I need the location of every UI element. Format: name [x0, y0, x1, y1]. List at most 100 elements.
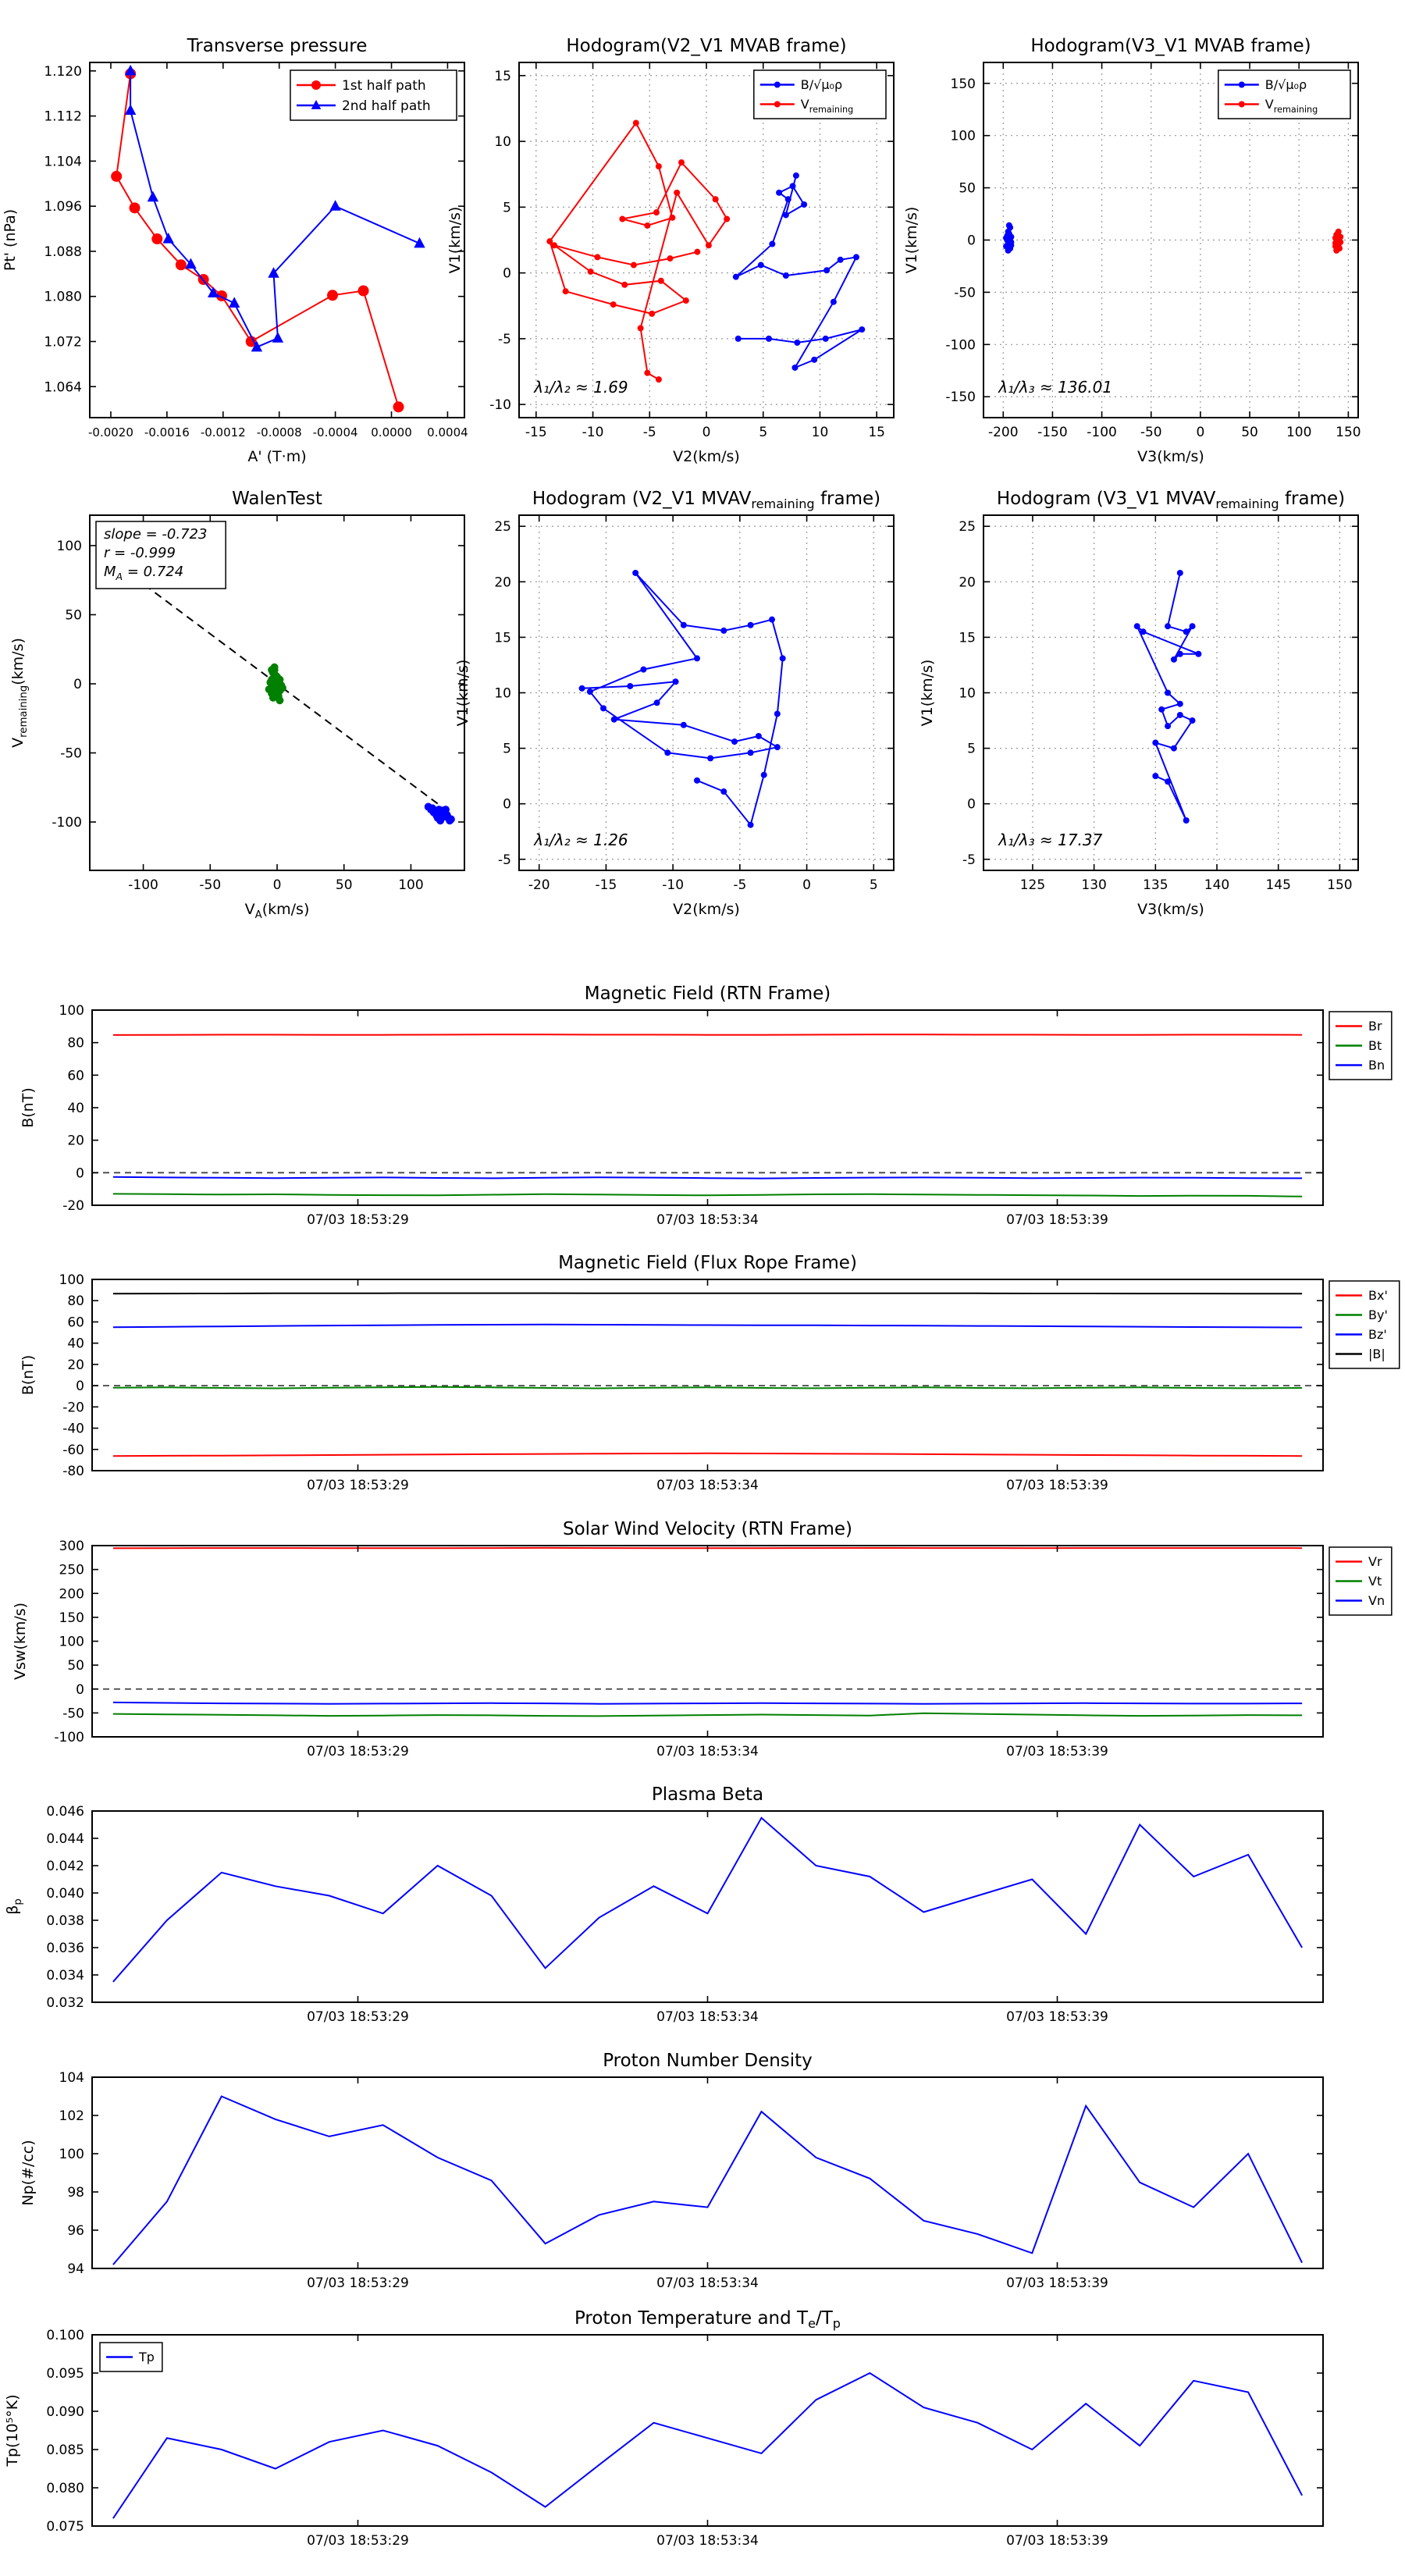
x-tick-label: -50: [1140, 425, 1162, 440]
x-tick-label: 150: [1336, 425, 1361, 440]
y-tick-label: 0.040: [46, 1886, 84, 1902]
y-tick-label: 25: [494, 519, 511, 535]
y-tick-label: 1.072: [44, 335, 82, 350]
y-tick-label: 50: [959, 181, 976, 197]
y-axis-label: V1(km/s): [446, 207, 464, 274]
x-tick-label: -15: [525, 425, 547, 440]
y-tick-label: 0.080: [46, 2481, 84, 2496]
plot-proton-density: 07/03 18:53:29 07/03 18:53:34 07/03 18:53:…: [20, 2051, 1324, 2291]
y-tick-label: 0.095: [46, 2366, 84, 2382]
y-tick-label: 60: [67, 1068, 84, 1083]
x-tick-label: 15: [868, 425, 885, 440]
y-tick-label: 10: [494, 134, 511, 150]
y-tick-label: 1.080: [44, 290, 82, 305]
y-tick-label: 98: [67, 2185, 84, 2201]
y-tick-label: 100: [59, 1272, 84, 1288]
y-tick-label: 0.085: [46, 2443, 84, 2458]
legend-label: 2nd half path: [342, 98, 431, 114]
y-tick-label: -5: [498, 332, 511, 347]
y-tick-label: 0.038: [46, 1913, 84, 1929]
legend-label: Bn: [1368, 1058, 1385, 1073]
x-tick-label: 100: [398, 877, 423, 893]
y-axis-label: Pt' (nPa): [2, 209, 19, 271]
y-tick-label: 102: [59, 2108, 84, 2124]
plot-mag-fluxrope: 07/03 18:53:29 07/03 18:53:34 07/03 18:53:…: [20, 1253, 1400, 1493]
x-tick-label: 0: [802, 877, 811, 893]
y-tick-label: 104: [59, 2070, 84, 2086]
y-tick-label: 20: [67, 1357, 84, 1373]
y-tick-label: 150: [59, 1610, 84, 1626]
annotation: λ₁/λ₂ ≈ 1.69: [533, 378, 628, 397]
y-tick-label: -60: [62, 1443, 84, 1458]
y-tick-label: -50: [60, 746, 82, 762]
y-tick-label: 0: [967, 797, 976, 813]
y-tick-label: 94: [67, 2261, 84, 2277]
y-tick-label: 25: [959, 519, 976, 535]
annotation: λ₁/λ₂ ≈ 1.26: [533, 831, 628, 849]
x-tick-label: -50: [199, 877, 221, 893]
plot-title: Hodogram(V3_V1 MVAB frame): [1030, 36, 1311, 56]
plot-hodogram-v2v1-mvab: -15 -10 -5 0 5 10 15 -10 -5 0 5 10 15 Hodogram(V2_V1 …: [446, 36, 895, 465]
x-tick-label: -10: [582, 425, 604, 440]
y-tick-label: 50: [67, 1658, 84, 1674]
plot-hodogram-v3v1-mvav: 125 130 135 140 145 150 -5 0 5 10 15 20 25 Hodogram (…: [919, 489, 1359, 918]
x-tick-label: 07/03 18:53:29: [307, 2275, 409, 2291]
x-tick-label: 07/03 18:53:29: [307, 2533, 409, 2549]
x-tick-label: 0: [273, 877, 282, 893]
x-tick-label: 07/03 18:53:29: [307, 1744, 409, 1759]
y-tick-label: 300: [59, 1539, 84, 1554]
x-axis-label: V3(km/s): [1137, 901, 1204, 918]
legend-label: Vremaining: [1265, 97, 1318, 115]
x-tick-label: 10: [812, 425, 829, 440]
y-tick-label: -100: [945, 337, 976, 353]
x-tick-label: 07/03 18:53:39: [1006, 2275, 1108, 2291]
y-tick-label: 100: [59, 1635, 84, 1650]
y-tick-label: 0: [73, 677, 82, 692]
x-tick-label: 150: [1327, 877, 1352, 893]
y-tick-label: 1.096: [44, 199, 82, 215]
x-tick-label: -5: [643, 425, 656, 440]
svg-text:r = -0.999: r = -0.999: [104, 545, 176, 561]
y-tick-label: 0.075: [46, 2519, 84, 2535]
legend-label: B/√μ₀ρ: [801, 77, 842, 92]
y-tick-label: 1.064: [44, 379, 82, 395]
y-tick-label: 0: [76, 1165, 84, 1181]
legend-label: Br: [1368, 1019, 1382, 1034]
legend-label: Bx': [1368, 1288, 1388, 1303]
x-tick-label: 0.0004: [427, 425, 468, 439]
y-tick-label: 0: [503, 266, 511, 282]
y-tick-label: 1.112: [44, 109, 82, 125]
y-axis-label: V1(km/s): [903, 207, 920, 274]
x-tick-label: 135: [1143, 877, 1168, 893]
y-tick-label: -150: [945, 390, 976, 405]
y-axis-label: B(nT): [20, 1087, 37, 1128]
x-tick-label: 140: [1204, 877, 1229, 893]
y-tick-label: 5: [503, 200, 511, 215]
y-tick-label: 0.042: [46, 1859, 84, 1874]
plot-transverse-pressure: -0.0020 -0.0016 -0.0012 -0.0008 -0.0004 0.000…: [2, 36, 468, 465]
x-tick-label: 07/03 18:53:39: [1006, 1744, 1108, 1759]
plot-title: Proton Number Density: [603, 2051, 813, 2071]
y-tick-label: 15: [494, 69, 511, 84]
y-tick-label: 15: [494, 630, 511, 646]
x-tick-label: -0.0016: [144, 425, 190, 439]
y-tick-label: 40: [67, 1336, 84, 1352]
x-tick-label: 0: [702, 425, 711, 440]
y-tick-label: 10: [959, 686, 976, 702]
y-tick-label: 0.044: [46, 1831, 84, 1847]
y-tick-label: -50: [954, 285, 976, 301]
legend-label: Bz': [1368, 1327, 1387, 1342]
plot-title: Magnetic Field (Flux Rope Frame): [558, 1253, 857, 1273]
y-tick-label: 100: [57, 539, 82, 554]
x-tick-label: 07/03 18:53:29: [307, 2009, 409, 2025]
y-tick-label: 5: [503, 742, 511, 757]
x-tick-label: -0.0004: [313, 425, 358, 439]
legend: Vr Vt Vn: [1329, 1546, 1393, 1616]
x-tick-label: 07/03 18:53:34: [656, 1744, 759, 1759]
y-tick-label: 60: [67, 1315, 84, 1330]
x-tick-label: 07/03 18:53:39: [1006, 2533, 1108, 2549]
y-tick-label: 100: [59, 1003, 84, 1019]
plot-title: Hodogram (V2_V1 MVAVremaining frame): [532, 489, 880, 511]
